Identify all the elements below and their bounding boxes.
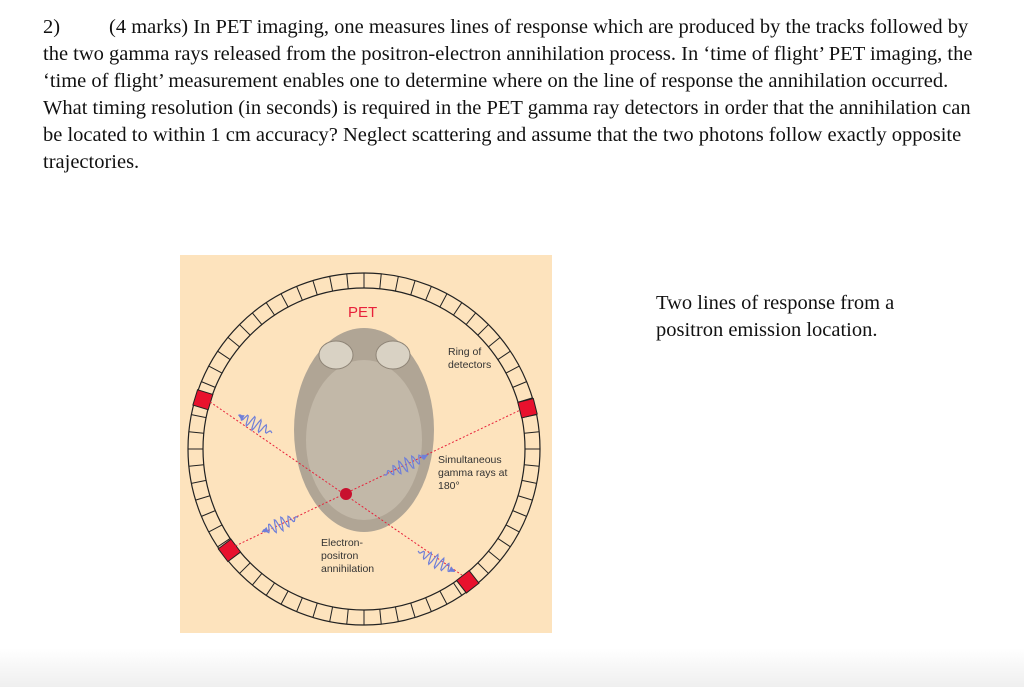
- detector-divider: [512, 381, 527, 388]
- pet-diagram: PET Ring of detectors Simultaneous gamma…: [180, 255, 552, 633]
- annihilation-label: Electron-positron annihilation: [321, 537, 375, 575]
- detector-divider: [296, 597, 303, 612]
- detector-divider: [488, 336, 501, 348]
- detector-divider: [217, 538, 231, 548]
- left-eye: [318, 340, 354, 370]
- detector-hit: [217, 538, 242, 563]
- gamma-photon-wave: [261, 515, 298, 534]
- detector-divider: [280, 293, 289, 308]
- detector-divider: [439, 590, 448, 605]
- detector-divider: [488, 550, 501, 562]
- line-of-response: [209, 401, 464, 577]
- gamma-photon-wave: [383, 454, 428, 476]
- detector-divider: [251, 573, 263, 586]
- detector-divider: [188, 431, 204, 434]
- detector-divider: [201, 381, 216, 388]
- detector-divider: [453, 582, 463, 596]
- gamma-photon-wave: [417, 550, 456, 573]
- pet-ring-illustration: [187, 272, 541, 626]
- detector-divider: [425, 286, 432, 301]
- brain-tissue: [306, 360, 422, 520]
- detector-divider: [425, 597, 432, 612]
- detector-hit: [517, 397, 538, 419]
- gamma-photon-wave: [238, 414, 273, 434]
- detector-divider: [208, 365, 223, 374]
- detector-divider: [497, 538, 511, 548]
- detector-hit: [455, 569, 480, 594]
- detector-divider: [410, 280, 416, 296]
- detector-divider: [296, 286, 303, 301]
- detector-divider: [465, 312, 477, 325]
- detector-divider: [477, 562, 489, 574]
- detector-divider: [251, 312, 263, 325]
- detector-divider: [394, 276, 399, 292]
- detector-divider: [280, 590, 289, 605]
- detector-divider: [312, 602, 318, 618]
- figure-caption: Two lines of response from a positron em…: [656, 292, 895, 341]
- right-eye: [375, 340, 411, 370]
- detector-divider: [439, 293, 448, 308]
- detector-divider: [346, 273, 349, 289]
- detector-divider: [195, 495, 211, 501]
- detector-divider: [524, 464, 540, 467]
- page-bottom-shade: [0, 648, 1024, 687]
- ring-label: Ring of detectors: [448, 346, 492, 371]
- detector-divider: [505, 365, 520, 374]
- detector-divider: [505, 524, 520, 533]
- detector-divider: [453, 302, 463, 316]
- question-number: 2): [43, 16, 61, 38]
- detector-divider: [191, 479, 207, 484]
- detector-divider: [521, 479, 537, 484]
- question-body: (4 marks) In PET imaging, one measures l…: [43, 16, 973, 173]
- detector-divider: [217, 350, 231, 360]
- detector-divider: [239, 562, 251, 574]
- detector-hit: [192, 389, 214, 411]
- detector-divider: [227, 336, 240, 348]
- detector-divider: [265, 302, 275, 316]
- question-text: 2) (4 marks) In PET imaging, one measures…: [43, 14, 973, 176]
- annihilation-point: [340, 488, 352, 500]
- detector-divider: [394, 606, 399, 622]
- detector-divider: [329, 606, 334, 622]
- detector-divider: [517, 495, 533, 501]
- arrow-icon: [238, 415, 245, 421]
- detector-divider: [191, 414, 207, 419]
- arrow-icon: [421, 454, 428, 461]
- detector-divider: [329, 276, 334, 292]
- detector-divider: [312, 280, 318, 296]
- detector-divider: [379, 609, 382, 625]
- detector-divider: [410, 602, 416, 618]
- line-of-response: [235, 409, 521, 547]
- detector-divider: [265, 582, 275, 596]
- detector-divider: [201, 510, 216, 517]
- gamma-label: Simultaneous gamma rays at 180°: [438, 454, 508, 492]
- arrow-icon: [448, 566, 455, 572]
- arrow-icon: [262, 526, 269, 533]
- detector-divider: [239, 324, 251, 336]
- figure-title: PET: [348, 304, 378, 321]
- detector-divider: [512, 510, 527, 517]
- detector-divider: [524, 431, 540, 434]
- detector-divider: [477, 324, 489, 336]
- detector-divider: [188, 464, 204, 467]
- detector-divider: [346, 609, 349, 625]
- detector-divider: [379, 273, 382, 289]
- detector-divider: [208, 524, 223, 533]
- detector-divider: [497, 350, 511, 360]
